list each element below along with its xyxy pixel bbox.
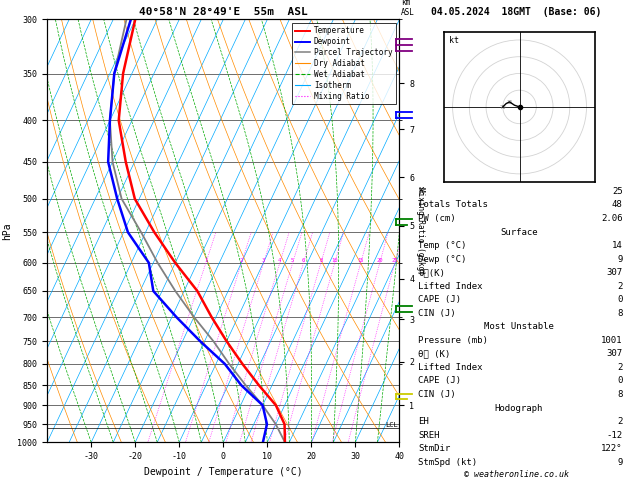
Text: 0: 0: [617, 377, 623, 385]
Y-axis label: Mixing Ratio (g/kg): Mixing Ratio (g/kg): [416, 187, 425, 275]
Text: 122°: 122°: [601, 444, 623, 453]
Text: Surface: Surface: [500, 227, 538, 237]
Text: EH: EH: [418, 417, 429, 426]
Text: Most Unstable: Most Unstable: [484, 322, 554, 331]
Text: 70: 70: [499, 104, 506, 110]
Text: 1: 1: [204, 258, 208, 263]
Text: 5: 5: [291, 258, 294, 263]
Text: CIN (J): CIN (J): [418, 309, 456, 318]
Text: Lifted Index: Lifted Index: [418, 363, 483, 372]
Text: 2: 2: [617, 363, 623, 372]
Text: 2: 2: [617, 282, 623, 291]
Text: 25: 25: [612, 187, 623, 196]
Text: 2.06: 2.06: [601, 214, 623, 223]
Text: 2: 2: [240, 258, 243, 263]
Legend: Temperature, Dewpoint, Parcel Trajectory, Dry Adiabat, Wet Adiabat, Isotherm, Mi: Temperature, Dewpoint, Parcel Trajectory…: [292, 23, 396, 104]
Text: Hodograph: Hodograph: [495, 403, 543, 413]
Text: StmDir: StmDir: [418, 444, 450, 453]
Text: 10: 10: [331, 258, 338, 263]
Text: Temp (°C): Temp (°C): [418, 241, 467, 250]
Text: 14: 14: [612, 241, 623, 250]
Text: 8: 8: [320, 258, 323, 263]
Text: 9: 9: [617, 255, 623, 263]
Text: 20: 20: [377, 258, 383, 263]
Text: 307: 307: [606, 268, 623, 277]
Text: 35: 35: [506, 100, 513, 104]
Text: 9: 9: [617, 458, 623, 467]
Text: 2: 2: [617, 417, 623, 426]
Text: 6: 6: [302, 258, 305, 263]
Text: 307: 307: [606, 349, 623, 358]
Text: K: K: [418, 187, 424, 196]
Text: CIN (J): CIN (J): [418, 390, 456, 399]
Text: 8: 8: [617, 309, 623, 318]
Text: © weatheronline.co.uk: © weatheronline.co.uk: [464, 469, 569, 479]
Title: 40°58'N 28°49'E  55m  ASL: 40°58'N 28°49'E 55m ASL: [139, 7, 308, 17]
Y-axis label: hPa: hPa: [2, 222, 12, 240]
Text: 04.05.2024  18GMT  (Base: 06): 04.05.2024 18GMT (Base: 06): [431, 7, 601, 17]
Text: Lifted Index: Lifted Index: [418, 282, 483, 291]
Text: Dewp (°C): Dewp (°C): [418, 255, 467, 263]
Text: SREH: SREH: [418, 431, 440, 440]
Text: PW (cm): PW (cm): [418, 214, 456, 223]
Text: 0: 0: [617, 295, 623, 304]
Text: 4: 4: [278, 258, 281, 263]
X-axis label: Dewpoint / Temperature (°C): Dewpoint / Temperature (°C): [144, 467, 303, 477]
Text: StmSpd (kt): StmSpd (kt): [418, 458, 477, 467]
Text: LCL: LCL: [386, 422, 398, 428]
Text: CAPE (J): CAPE (J): [418, 295, 461, 304]
Text: Pressure (mb): Pressure (mb): [418, 336, 488, 345]
Text: 25: 25: [392, 258, 398, 263]
Text: 1001: 1001: [601, 336, 623, 345]
Text: -12: -12: [606, 431, 623, 440]
Text: 8: 8: [617, 390, 623, 399]
Text: θᴄ (K): θᴄ (K): [418, 349, 450, 358]
Text: kt: kt: [448, 36, 459, 45]
Text: θᴄ(K): θᴄ(K): [418, 268, 445, 277]
Text: Totals Totals: Totals Totals: [418, 201, 488, 209]
Text: 48: 48: [612, 201, 623, 209]
Text: 3: 3: [262, 258, 265, 263]
Text: CAPE (J): CAPE (J): [418, 377, 461, 385]
Text: km
ASL: km ASL: [401, 0, 415, 17]
Text: 15: 15: [357, 258, 364, 263]
